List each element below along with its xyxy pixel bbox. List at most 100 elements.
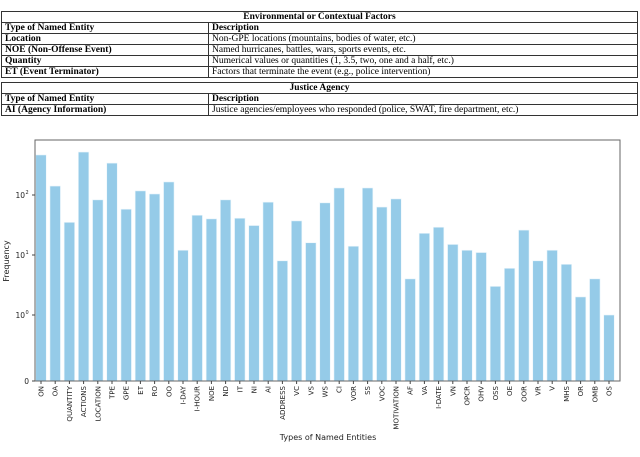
x-tick-label: ADDRESS [279,385,287,419]
x-axis-label: Types of Named Entities [279,433,377,442]
x-tick-label: OO [165,386,173,398]
bar-ai [262,201,274,382]
x-tick-label: OMB [591,386,599,403]
cell: Justice agencies/employees who responded… [208,104,638,116]
x-tick-label: OOR [520,386,528,402]
x-tick-label: AI [265,386,273,393]
bar-vor [347,245,359,382]
bar-actions [78,151,90,382]
x-tick-label: ON [38,386,46,397]
x-tick-label: NI [251,386,259,393]
bar-or [575,296,587,382]
bar-oor [518,229,530,382]
x-tick-label: OHV [478,386,486,402]
x-tick-label: V [549,386,557,391]
y-axis-label: Frequency [2,240,11,282]
bar-noe [205,218,217,382]
bar-tpe [106,162,118,382]
bar-motivation [390,198,402,382]
bar-i-hour [191,214,203,382]
bar-on [35,154,47,382]
x-tick-label: NOE [208,386,216,401]
y-tick-label: 10 [15,191,25,200]
x-tick-label: SS [364,385,372,394]
bar-ro [149,193,161,382]
y-tick-exponent: 2 [26,190,29,196]
y-tick-label: 10 [15,251,25,260]
x-tick-label: OSS [492,385,500,400]
x-tick-label: VR [535,386,543,396]
plot-frame [34,139,621,382]
y-tick-label: 0 [24,377,29,386]
x-tick-label: AF [407,386,415,395]
bar-i-date [433,226,445,382]
x-tick-label: OR [577,386,585,397]
bar-oa [49,185,61,382]
bar-opcr [461,249,473,382]
x-tick-label: VOR [350,386,358,401]
x-tick-label: CI [336,386,344,393]
x-tick-label: LOCATION [94,386,102,421]
bar-oss [489,286,501,382]
y-tick-exponent: 1 [26,250,29,256]
bar-quantity [63,222,75,382]
bar-va [418,232,430,382]
table-row: Location Non-GPE locations (mountains, bo… [1,33,638,45]
bar-af [404,278,416,382]
x-tick-label: I-DATE [435,386,443,409]
bar-vs [305,242,317,382]
x-tick-label: I-DAY [180,385,188,404]
table-row: ET (Event Terminator) Factors that termin… [1,66,638,78]
x-tick-label: OPCR [464,386,472,406]
x-tick-label: ET [137,385,145,394]
bar-it [234,217,246,382]
bar-gpe [120,208,132,382]
x-tick-label: RO [151,386,159,397]
x-tick-label: IT [236,385,244,392]
y-tick-label: 10 [15,311,25,320]
x-tick-label: VA [421,386,429,395]
bar-i-day [177,249,189,382]
bar-vn [447,244,459,382]
bar-v [546,249,558,382]
bar-ws [319,202,331,382]
x-tick-label: WS [322,385,330,397]
x-tick-label: OS [606,385,614,396]
x-tick-label: VN [449,386,457,396]
bar-omb [589,278,601,382]
x-tick-label: ACTIONS [80,385,88,417]
y-tick-exponent: 0 [26,310,29,316]
bar-ni [248,225,260,382]
table-row: Quantity Numerical values or quantities (… [1,55,638,67]
justice-agency-table: Justice Agency Type of Named Entity Descr… [1,82,638,116]
bar-oe [504,268,516,382]
table-row: AI (Agency Information) Justice agencies/… [1,104,638,116]
bar-ss [362,187,374,382]
bar-vr [532,260,544,382]
x-tick-label: OE [506,386,514,396]
x-tick-label: GPE [123,386,131,400]
x-tick-label: ND [222,386,230,397]
x-tick-label: MHS [563,385,571,401]
x-tick-label: VS [307,385,315,395]
bar-vc [291,220,303,382]
environmental-factors-table: Environmental or Contextual Factors Type… [1,11,638,78]
bar-oo [163,181,175,382]
x-tick-label: TPE [109,386,117,400]
cell: Factors that terminate the event (e.g., … [208,66,638,78]
bar-mhs [560,263,572,382]
x-tick-label: VC [293,386,301,396]
bar-et [134,190,146,382]
x-tick-label: MOTIVATION [393,386,401,430]
x-tick-label: I-HOUR [194,386,202,411]
x-tick-label: QUANTITY [66,385,74,421]
bar-voc [376,206,388,382]
bar-nd [220,199,232,382]
bar-address [276,260,288,382]
x-tick-label: VOC [378,386,386,401]
bar-os [603,314,615,382]
bar-ohv [475,252,487,382]
cell: AI (Agency Information) [1,104,209,116]
bar-location [92,199,104,382]
